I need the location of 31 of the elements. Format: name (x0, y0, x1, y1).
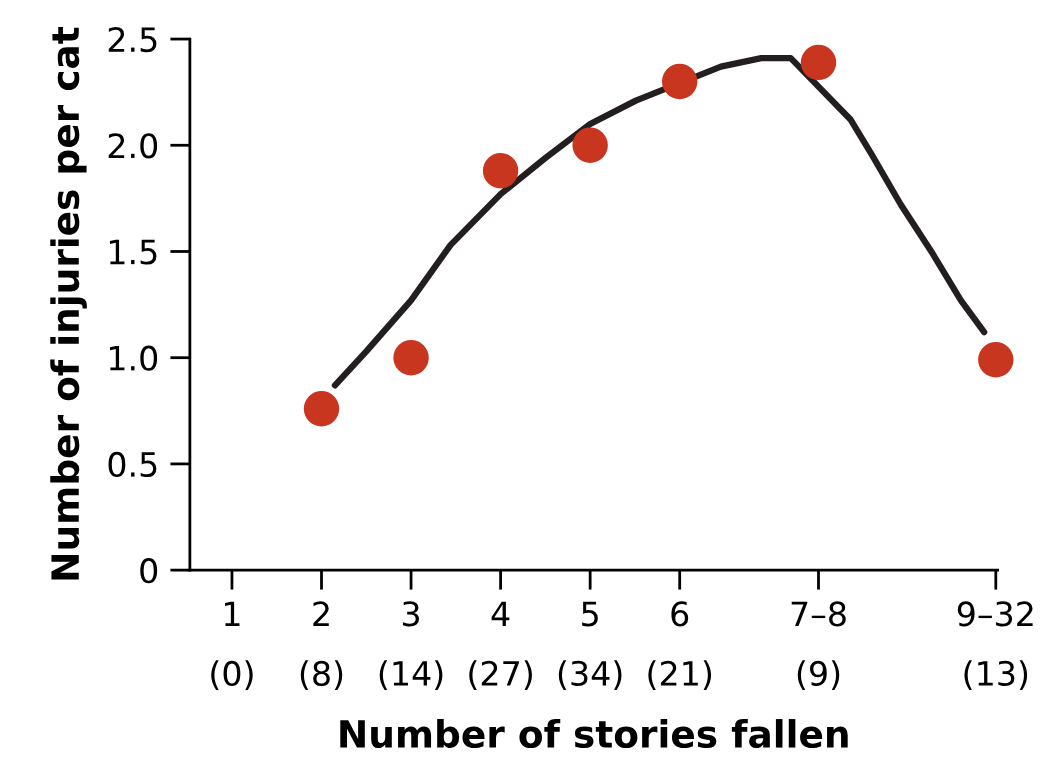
x-tick-label: 4 (491, 601, 510, 627)
y-tick-label: 1.5 (109, 239, 157, 265)
y-tick-label: 0 (140, 558, 158, 584)
point (800, 44, 837, 81)
point (303, 390, 340, 427)
x-tick-label: 3 (402, 601, 419, 627)
x-tick-label: 7–8 (791, 601, 846, 627)
y-tick-label: 0.5 (108, 451, 157, 478)
y-tick-label: 2.5 (108, 26, 157, 53)
point (393, 339, 429, 376)
point (572, 127, 608, 163)
x-tick-label: 6 (671, 601, 689, 627)
x-tick-label: 1 (225, 601, 240, 627)
point (482, 153, 519, 189)
point (978, 342, 1014, 378)
text: (14) (379, 660, 443, 690)
text: (34) (558, 660, 622, 690)
x-tick-label: 9–32 (957, 601, 1033, 627)
x-axis-title: Number of stories fallen (340, 719, 848, 749)
point (662, 63, 698, 100)
text: (13) (964, 660, 1028, 690)
y-tick-label: 2.0 (108, 133, 158, 159)
x-tick-label: 5 (582, 601, 598, 627)
y-tick-label: 1.0 (109, 345, 158, 371)
text: (8) (300, 660, 343, 690)
x-tick-label: 2 (313, 601, 329, 627)
text: (0) (211, 660, 253, 690)
text: (9) (797, 660, 840, 690)
y-axis-title: Number of injuries per cat (50, 27, 87, 580)
text: (21) (648, 660, 712, 690)
text: (27) (469, 660, 532, 690)
